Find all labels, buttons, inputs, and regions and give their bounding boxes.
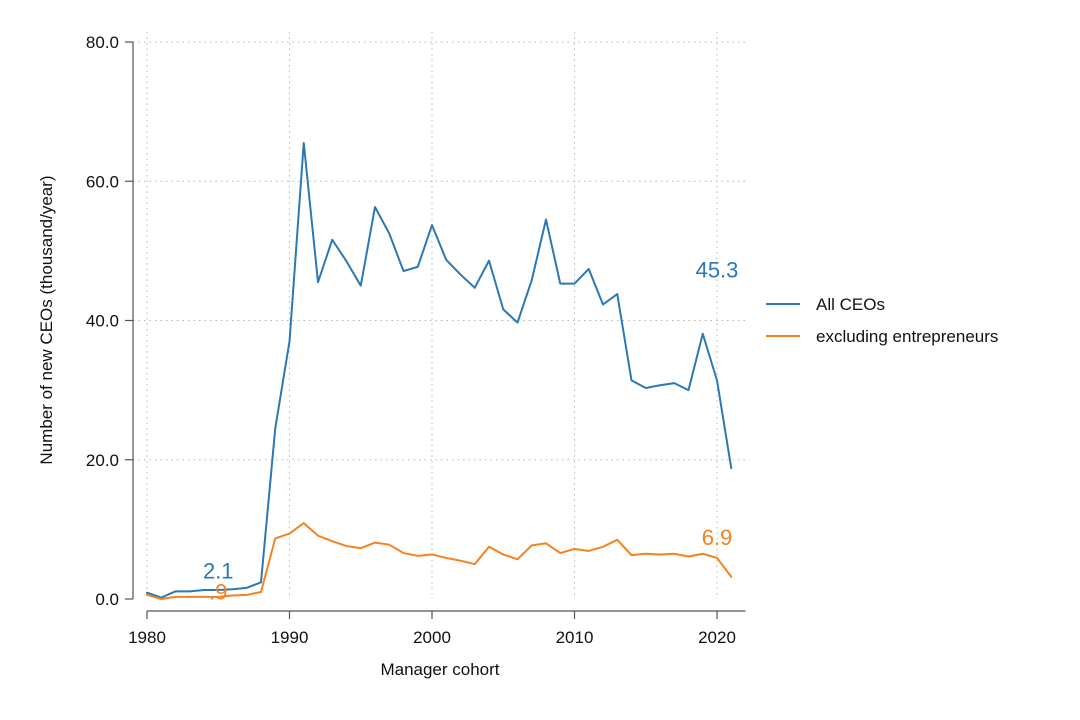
y-tick-label: 0.0	[95, 590, 119, 609]
x-tick-label: 1990	[271, 628, 309, 647]
y-tick-label: 20.0	[86, 451, 119, 470]
x-axis-title: Manager cohort	[380, 660, 499, 679]
axis-layer: 0.0 20.0 40.0 60.0 80.0 1980 1990 2000 2010 2020	[86, 33, 746, 647]
series-line-all-ceos	[146, 141, 733, 599]
x-tick-label: 2010	[556, 628, 594, 647]
grid-layer	[133, 32, 745, 599]
y-tick-label: 80.0	[86, 33, 119, 52]
series-layer	[146, 141, 733, 600]
data-label: 6.9	[702, 525, 733, 550]
annotation-layer: 2.1.9 45.3 6.9	[203, 258, 738, 605]
legend: All CEOs excluding entrepreneurs	[766, 295, 998, 346]
y-axis-title: Number of new CEOs (thousand/year)	[37, 175, 56, 464]
data-label: .9	[209, 579, 227, 604]
legend-label: excluding entrepreneurs	[816, 327, 998, 346]
data-label: 45.3	[696, 258, 739, 283]
x-tick-label: 1980	[128, 628, 166, 647]
y-tick-label: 60.0	[86, 172, 119, 191]
series-line-excluding-entrepreneurs	[146, 522, 733, 600]
data-label: 2.1	[203, 558, 234, 583]
y-tick-label: 40.0	[86, 312, 119, 331]
x-tick-label: 2000	[413, 628, 451, 647]
legend-label: All CEOs	[816, 295, 885, 314]
x-tick-label: 2020	[698, 628, 736, 647]
